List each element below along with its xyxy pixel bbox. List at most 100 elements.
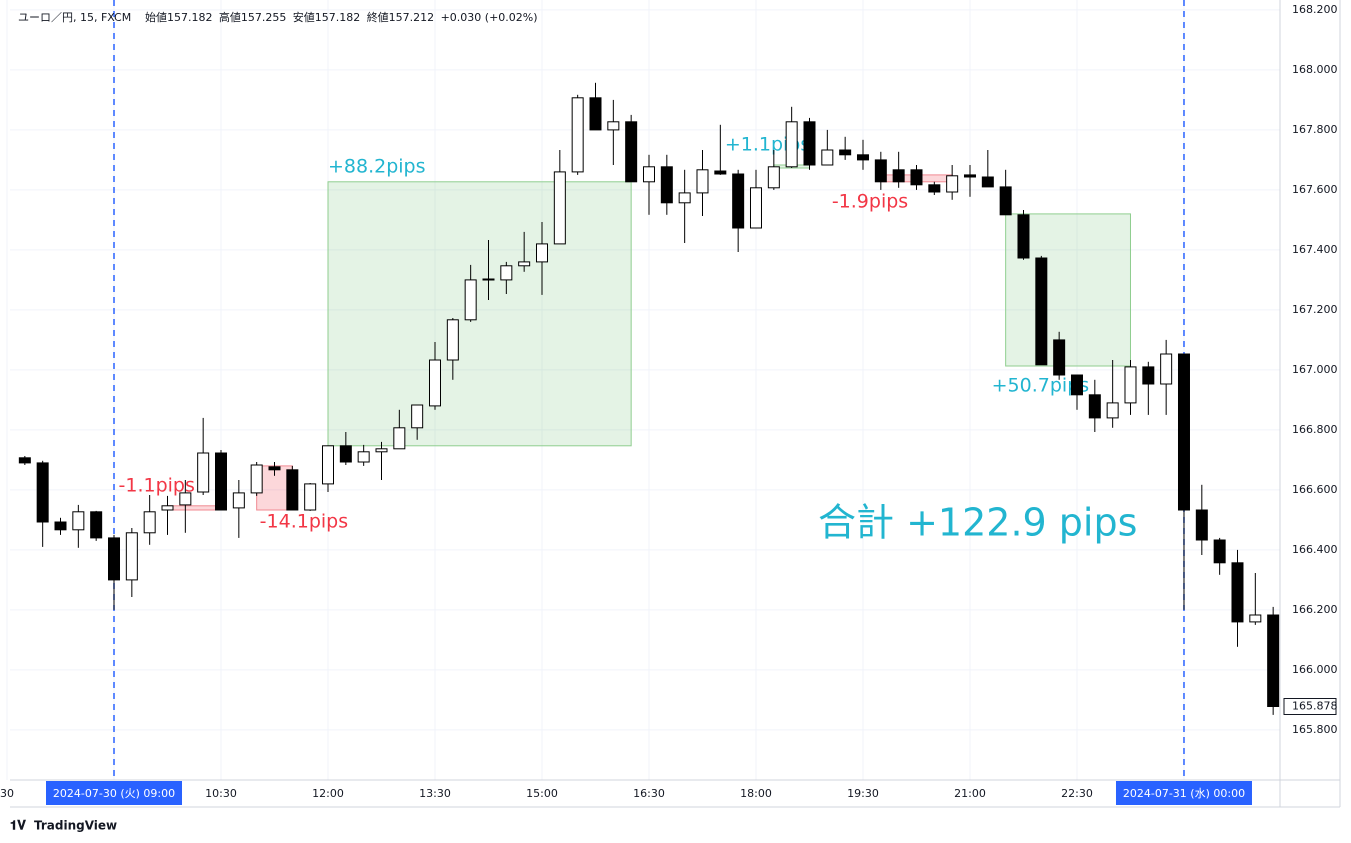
marks: -1.1pips-14.1pips+88.2pips+1.1pips-1.9pi…: [18, 82, 1280, 715]
candle-body: [72, 511, 85, 531]
candle-body: [589, 97, 602, 131]
brand-logo: 𝟏𝐕: [10, 819, 26, 834]
header: ユーロ／円, 15, FXCM 始値157.182 高値157.255 安値157.1…: [18, 10, 538, 24]
x-tick-label: 19:30: [847, 787, 879, 800]
candle-body: [571, 97, 584, 173]
candle-body: [304, 483, 317, 511]
candle-body: [411, 404, 424, 429]
y-tick-label: 168.200: [1292, 3, 1338, 16]
last-price-box: [1283, 698, 1337, 715]
trade-box: [327, 181, 632, 447]
y-tick-label: 167.600: [1292, 183, 1338, 196]
candle-body: [1142, 366, 1155, 385]
y-tick-label: 166.400: [1292, 543, 1338, 556]
x-tick-highlight: [46, 781, 183, 805]
candle-body: [1213, 539, 1226, 564]
candle-body: [286, 469, 299, 511]
candle-body: [232, 492, 245, 509]
candle-body: [803, 121, 816, 166]
candle-body: [1070, 374, 1083, 396]
candle-body: [393, 427, 406, 450]
candle-body: [215, 452, 228, 511]
candle-body: [54, 521, 67, 531]
header-field: 終値157.212: [367, 10, 435, 24]
symbol: ユーロ／円, 15, FXCM: [18, 11, 131, 24]
x-tick-label: 21:00: [954, 787, 986, 800]
candle-body: [321, 445, 334, 485]
x-tick-label: 18:00: [740, 787, 772, 800]
candle-body: [963, 174, 976, 178]
candle-body: [482, 278, 495, 281]
candle-body: [767, 166, 780, 189]
candle-body: [839, 149, 852, 156]
candle-body: [553, 171, 566, 245]
x-tick-label: 13:30: [419, 787, 451, 800]
candle-body: [500, 265, 513, 281]
candle-body: [946, 175, 959, 193]
x-tick-label: 22:30: [1061, 787, 1093, 800]
y-tick-label: 167.000: [1292, 363, 1338, 376]
last-price-label: 165.878: [1292, 700, 1338, 713]
candle-body: [785, 121, 798, 168]
trade-label: -1.1pips: [119, 474, 195, 496]
candle-body: [36, 462, 49, 523]
candle-body: [660, 166, 673, 204]
y-tick-label: 167.200: [1292, 303, 1338, 316]
trade-label: -14.1pips: [260, 511, 348, 533]
candle-body: [1160, 353, 1173, 385]
candle-body: [678, 192, 691, 204]
y-tick-label: 166.800: [1292, 423, 1338, 436]
header-field: 高値157.255: [219, 10, 287, 24]
header-field: 安値157.182: [293, 10, 361, 24]
candle-body: [625, 121, 638, 183]
y-tick-label: 165.800: [1292, 723, 1338, 736]
candle-body: [1053, 339, 1066, 376]
x-tick-label: 15:00: [526, 787, 558, 800]
candle-body: [714, 170, 727, 175]
candle-body: [856, 154, 869, 161]
candle-body: [1088, 394, 1101, 419]
candle-body: [518, 261, 531, 267]
x-tick-highlight: [1115, 781, 1252, 805]
candle-body: [446, 319, 459, 361]
candle-body: [999, 186, 1012, 216]
candle-body: [357, 451, 370, 463]
x-tick-label: 30: [0, 787, 14, 800]
candle-body: [464, 279, 477, 321]
y-tick-label: 166.600: [1292, 483, 1338, 496]
total-annotation: 合計 +122.9 pips: [818, 501, 1137, 545]
candle-body: [375, 448, 388, 453]
trade-box: [167, 505, 222, 511]
x-tick-label: 10:30: [205, 787, 237, 800]
candle-body: [197, 452, 210, 493]
candle-body: [90, 511, 103, 539]
candle-body: [607, 121, 620, 131]
candle-body: [1017, 214, 1030, 259]
axes: 165.800 166.000 166.200 166.400 166.600 166.8…: [0, 3, 1338, 805]
brand: TradingView: [34, 819, 117, 833]
candle-body: [428, 359, 441, 407]
candle-body: [1195, 509, 1208, 541]
candle-body: [1106, 402, 1119, 419]
candle-body: [18, 457, 31, 464]
candle-body: [250, 464, 263, 494]
candle-body: [268, 466, 281, 471]
candle-body: [696, 169, 709, 194]
y-tick-label: 166.200: [1292, 603, 1338, 616]
candle-body: [535, 243, 548, 263]
candle-body: [1249, 614, 1262, 623]
candle-body: [981, 176, 994, 188]
candle-body: [821, 149, 834, 166]
candle-body: [125, 532, 138, 581]
candle-body: [874, 159, 887, 183]
trade-label: -1.9pips: [832, 190, 908, 212]
header-field: +0.030 (+0.02%): [441, 11, 538, 24]
x-tick-label: 2024-07-30 (火) 09:00: [53, 787, 175, 800]
y-tick-label: 168.000: [1292, 63, 1338, 76]
candle-body: [1124, 366, 1137, 404]
y-tick-label: 166.000: [1292, 663, 1338, 676]
candle-body: [143, 511, 156, 534]
candle-body: [1231, 562, 1244, 623]
